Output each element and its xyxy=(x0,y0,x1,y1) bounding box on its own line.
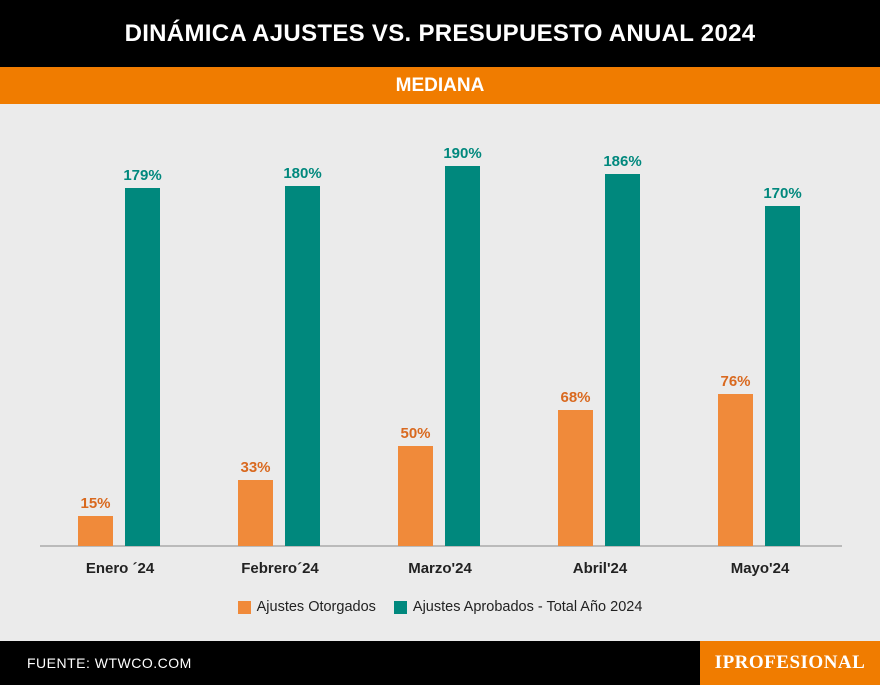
data-label-otorgados: 15% xyxy=(80,495,110,512)
bar-otorgados xyxy=(78,516,113,546)
x-tick-label: Mayo'24 xyxy=(731,560,790,577)
plot-area: 15% 179% Enero ´24 33% 180% Febrero´24 50% 190%… xyxy=(0,104,880,641)
footer: FUENTE: WTWCO.COM IPROFESIONAL xyxy=(0,641,880,685)
bar-otorgados xyxy=(398,446,433,546)
x-tick-label: Enero ´24 xyxy=(86,560,155,577)
data-label-otorgados: 50% xyxy=(400,425,430,442)
data-label-otorgados: 33% xyxy=(240,459,270,476)
legend: Ajustes Otorgados Ajustes Aprobados - To… xyxy=(0,596,880,618)
x-tick-label: Marzo'24 xyxy=(408,560,472,577)
legend-label-otorgados: Ajustes Otorgados xyxy=(256,599,376,615)
bar-aprobados xyxy=(605,174,640,546)
legend-swatch-aprobados xyxy=(393,600,407,614)
data-label-aprobados: 170% xyxy=(763,185,801,202)
bar-aprobados xyxy=(765,206,800,546)
bar-otorgados xyxy=(558,410,593,546)
data-label-aprobados: 190% xyxy=(443,145,481,162)
legend-item-otorgados: Ajustes Otorgados xyxy=(237,599,376,615)
x-tick-label: Abril'24 xyxy=(573,560,628,577)
data-label-otorgados: 68% xyxy=(560,389,590,406)
data-label-aprobados: 180% xyxy=(283,165,321,182)
data-label-aprobados: 179% xyxy=(123,167,161,184)
bar-aprobados xyxy=(445,166,480,546)
data-label-aprobados: 186% xyxy=(603,153,641,170)
chart-subtitle: MEDIANA xyxy=(0,67,880,104)
bar-otorgados xyxy=(238,480,273,546)
bar-aprobados xyxy=(285,186,320,546)
legend-swatch-otorgados xyxy=(237,600,251,614)
legend-label-aprobados: Ajustes Aprobados - Total Año 2024 xyxy=(412,599,643,615)
bar-chart: 15% 179% Enero ´24 33% 180% Febrero´24 50% 190%… xyxy=(40,145,842,577)
chart-title: DINÁMICA AJUSTES VS. PRESUPUESTO ANUAL 2… xyxy=(0,0,880,67)
bar-otorgados xyxy=(718,394,753,546)
source-text: FUENTE: WTWCO.COM xyxy=(27,655,192,671)
bar-aprobados xyxy=(125,188,160,546)
data-label-otorgados: 76% xyxy=(720,373,750,390)
legend-item-aprobados: Ajustes Aprobados - Total Año 2024 xyxy=(393,599,643,615)
brand-logo: IPROFESIONAL xyxy=(700,641,880,685)
x-tick-label: Febrero´24 xyxy=(241,560,319,577)
